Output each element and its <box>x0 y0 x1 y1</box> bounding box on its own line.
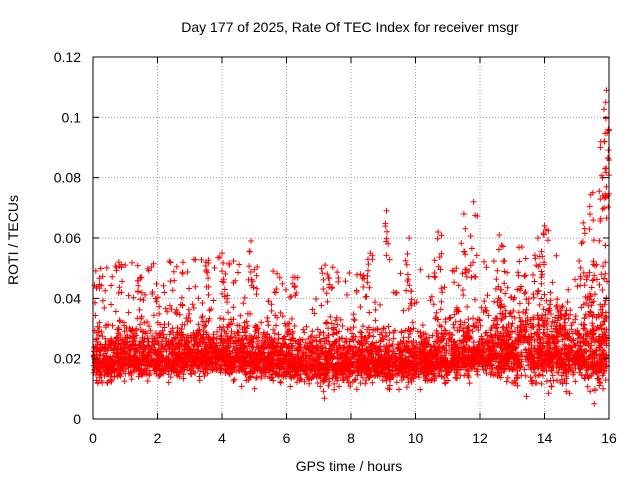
x-tick-label: 16 <box>601 430 617 446</box>
roti-points <box>90 87 612 407</box>
x-tick-label: 8 <box>347 430 355 446</box>
y-axis-label: ROTI / TECUs <box>5 195 21 285</box>
y-tick-label: 0.02 <box>54 351 81 367</box>
y-tick-label: 0.08 <box>54 170 81 186</box>
y-tick-label: 0.1 <box>62 109 82 125</box>
x-axis-label: GPS time / hours <box>296 458 403 474</box>
axis-tick-labels: 0 2 4 6 8 10 12 14 16 0 0.02 0.04 0.06 0.08 0.1 0.12 <box>54 49 617 446</box>
x-tick-label: 6 <box>283 430 291 446</box>
y-tick-label: 0 <box>73 411 81 427</box>
y-tick-label: 0.04 <box>54 290 81 306</box>
data-points <box>90 87 612 407</box>
grid-lines <box>93 57 609 419</box>
x-tick-label: 12 <box>472 430 488 446</box>
axis-ticks <box>92 56 610 420</box>
x-tick-label: 14 <box>537 430 553 446</box>
x-tick-label: 2 <box>154 430 162 446</box>
y-tick-label: 0.06 <box>54 230 81 246</box>
y-tick-label: 0.12 <box>54 49 81 65</box>
x-tick-label: 4 <box>218 430 226 446</box>
x-tick-label: 0 <box>89 430 97 446</box>
x-tick-label: 10 <box>408 430 424 446</box>
chart-title: Day 177 of 2025, Rate Of TEC Index for r… <box>181 19 519 35</box>
